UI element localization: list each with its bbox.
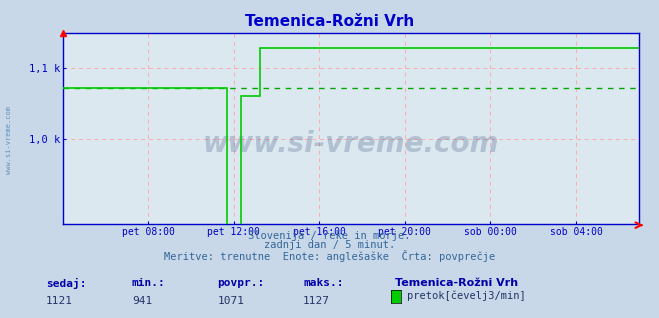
Text: zadnji dan / 5 minut.: zadnji dan / 5 minut. xyxy=(264,240,395,250)
Text: povpr.:: povpr.: xyxy=(217,278,265,288)
Text: 1071: 1071 xyxy=(217,296,244,306)
Text: 1121: 1121 xyxy=(46,296,73,306)
Text: Meritve: trenutne  Enote: anglešaške  Črta: povprečje: Meritve: trenutne Enote: anglešaške Črta… xyxy=(164,250,495,262)
Text: 1127: 1127 xyxy=(303,296,330,306)
Text: Temenica-Rožni Vrh: Temenica-Rožni Vrh xyxy=(245,14,414,29)
Text: sedaj:: sedaj: xyxy=(46,278,86,289)
Text: min.:: min.: xyxy=(132,278,165,288)
Text: maks.:: maks.: xyxy=(303,278,343,288)
Text: pretok[čevelj3/min]: pretok[čevelj3/min] xyxy=(407,290,525,301)
Text: www.si-vreme.com: www.si-vreme.com xyxy=(203,130,499,158)
Text: Slovenija / reke in morje.: Slovenija / reke in morje. xyxy=(248,231,411,240)
Text: www.si-vreme.com: www.si-vreme.com xyxy=(5,106,12,174)
Text: Temenica-Rožni Vrh: Temenica-Rožni Vrh xyxy=(395,278,519,288)
Text: 941: 941 xyxy=(132,296,152,306)
